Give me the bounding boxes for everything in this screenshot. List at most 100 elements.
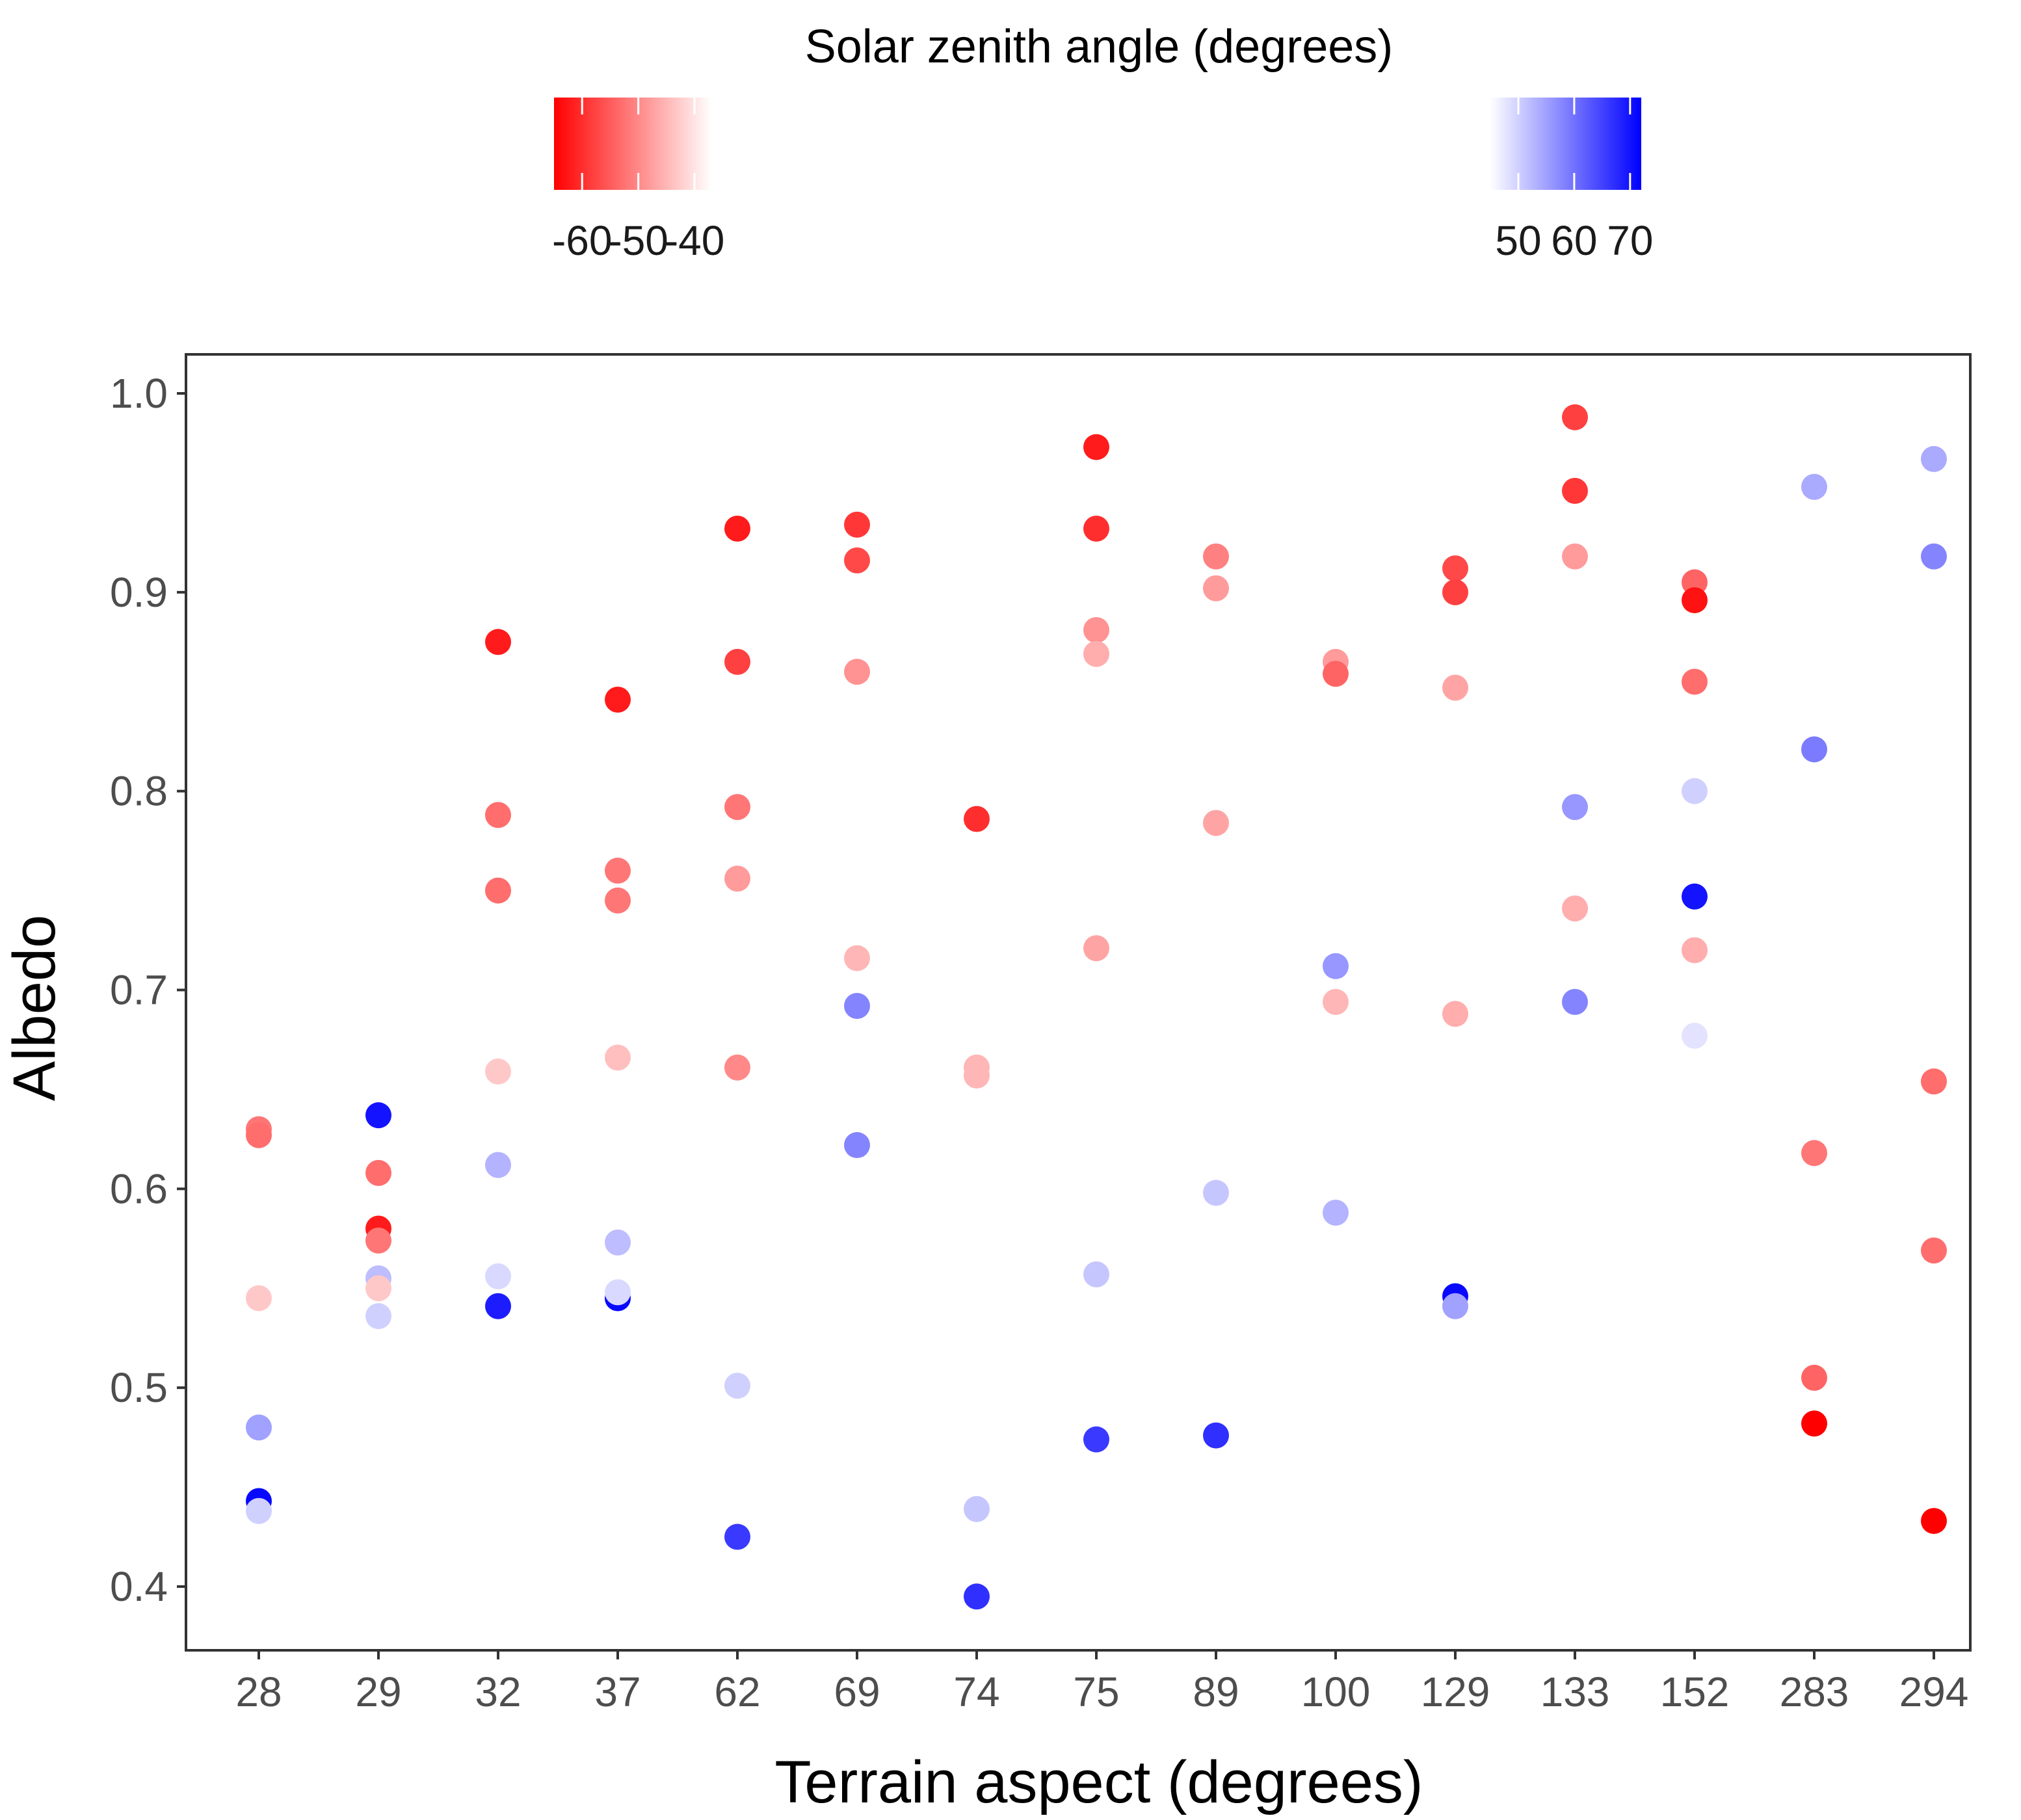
x-tick-label: 89 — [1193, 1668, 1239, 1715]
data-point — [246, 1122, 272, 1148]
data-point — [1203, 1180, 1229, 1206]
data-point — [605, 887, 631, 914]
data-point — [1442, 674, 1468, 701]
data-point — [246, 1285, 272, 1312]
data-points — [246, 404, 1947, 1610]
data-point — [1921, 445, 1947, 472]
x-tick-label: 129 — [1421, 1668, 1490, 1715]
data-point — [1562, 477, 1588, 504]
data-point — [1323, 953, 1349, 979]
data-point — [365, 1227, 391, 1254]
y-tick-label: 0.9 — [110, 569, 168, 616]
data-point — [964, 806, 990, 832]
data-point — [1323, 988, 1349, 1015]
data-point — [844, 659, 870, 685]
x-tick-label: 100 — [1301, 1668, 1371, 1715]
data-point — [246, 1497, 272, 1524]
data-point — [365, 1275, 391, 1302]
data-point — [1682, 883, 1708, 910]
x-tick-label: 294 — [1899, 1668, 1969, 1715]
data-point — [1801, 473, 1827, 500]
y-tick-label: 0.8 — [110, 768, 168, 815]
data-point — [1083, 616, 1109, 643]
data-point — [964, 1062, 990, 1089]
data-point — [485, 1058, 511, 1085]
x-tick-label: 75 — [1073, 1668, 1119, 1715]
color-legend: Solar zenith angle (degrees) -60-50-40 50… — [552, 21, 1653, 264]
data-point — [1442, 1001, 1468, 1027]
data-point — [724, 648, 750, 675]
data-point — [1083, 434, 1109, 460]
data-point — [605, 1279, 631, 1306]
data-point — [1682, 668, 1708, 695]
data-point — [1562, 895, 1588, 922]
y-tick-label: 0.6 — [110, 1165, 168, 1212]
legend-tick-label: -60 — [552, 217, 613, 264]
data-point — [365, 1159, 391, 1186]
data-point — [1682, 778, 1708, 804]
data-point — [1323, 661, 1349, 687]
data-point — [485, 1293, 511, 1319]
data-point — [1203, 1422, 1229, 1449]
data-point — [1562, 988, 1588, 1015]
legend-tick-label: -50 — [608, 217, 668, 264]
data-point — [485, 877, 511, 904]
y-tick-label: 1.0 — [110, 370, 168, 417]
data-point — [844, 992, 870, 1019]
data-point — [1801, 1364, 1827, 1391]
legend-colorbar-negative — [554, 98, 711, 190]
data-point — [1203, 543, 1229, 570]
y-axis: 0.4 0.5 0.6 0.7 0.8 0.9 1.0 — [110, 370, 186, 1610]
data-point — [724, 794, 750, 821]
data-point — [605, 1229, 631, 1256]
data-point — [1083, 1261, 1109, 1287]
data-point — [1682, 937, 1708, 964]
data-point — [964, 1583, 990, 1610]
data-point — [605, 686, 631, 713]
x-tick-label: 62 — [714, 1668, 760, 1715]
data-point — [1921, 543, 1947, 570]
data-point — [1562, 543, 1588, 570]
data-point — [485, 1263, 511, 1289]
data-point — [964, 1496, 990, 1522]
data-point — [1442, 555, 1468, 582]
data-point — [1323, 1200, 1349, 1226]
data-point — [724, 515, 750, 542]
y-tick-label: 0.7 — [110, 967, 168, 1014]
x-tick-label: 28 — [235, 1668, 282, 1715]
x-tick-label: 74 — [953, 1668, 999, 1715]
data-point — [365, 1303, 391, 1330]
data-point — [724, 865, 750, 892]
x-tick-label: 152 — [1660, 1668, 1730, 1715]
data-point — [724, 1373, 750, 1399]
data-point — [1083, 935, 1109, 962]
legend-tick-label: -40 — [665, 217, 725, 264]
legend-ticks: -60-50-40 50 60 70 — [552, 98, 1653, 264]
data-point — [1801, 1140, 1827, 1167]
plot-panel — [185, 353, 1972, 1652]
legend-title: Solar zenith angle (degrees) — [805, 21, 1394, 73]
y-axis-title: Albedo — [1, 915, 68, 1101]
data-point — [485, 629, 511, 655]
x-tick-label: 32 — [475, 1668, 521, 1715]
x-tick-label: 37 — [594, 1668, 641, 1715]
data-point — [844, 511, 870, 538]
data-point — [844, 945, 870, 971]
data-point — [605, 858, 631, 884]
legend-tick-label: 70 — [1607, 217, 1653, 264]
data-point — [1562, 404, 1588, 430]
data-point — [485, 1152, 511, 1178]
data-point — [605, 1044, 631, 1071]
data-point — [724, 1523, 750, 1550]
data-point — [1682, 587, 1708, 614]
data-point — [1801, 736, 1827, 763]
data-point — [365, 1102, 391, 1129]
data-point — [724, 1054, 750, 1081]
data-point — [485, 802, 511, 828]
data-point — [844, 547, 870, 574]
data-point — [1921, 1068, 1947, 1095]
legend-tick-label: 50 — [1495, 217, 1541, 264]
legend-tick-label: 60 — [1551, 217, 1597, 264]
data-point — [1562, 794, 1588, 821]
data-point — [1083, 640, 1109, 667]
